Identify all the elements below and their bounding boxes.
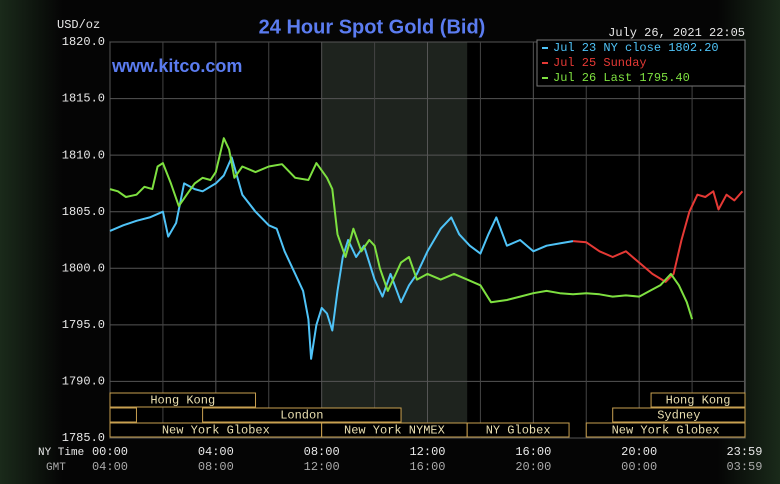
legend-label: Jul 26 Last 1795.40 <box>553 71 690 85</box>
y-tick-label: 1815.0 <box>62 92 105 106</box>
legend-label: Jul 23 NY close 1802.20 <box>553 41 719 55</box>
y-tick-label: 1810.0 <box>62 148 105 162</box>
session-box <box>650 392 746 408</box>
y-tick-label: 1800.0 <box>62 261 105 275</box>
session-label: New York Globex <box>612 424 720 438</box>
x2-tick-label: 03:59 <box>726 460 762 474</box>
x2-tick-label: 16:00 <box>409 460 445 474</box>
x-tick-label: 16:00 <box>515 445 551 459</box>
session-box <box>202 407 402 423</box>
y-tick-label: 1820.0 <box>62 35 105 49</box>
session-label: New York NYMEX <box>344 424 445 438</box>
x2-axis-label: GMT <box>46 462 66 474</box>
x-tick-label: 20:00 <box>621 445 657 459</box>
series-line <box>572 190 744 283</box>
session-label: New York Globex <box>162 424 270 438</box>
nymex-shade <box>321 42 468 438</box>
y-tick-label: 1790.0 <box>62 375 105 389</box>
y-tick-label: 1795.0 <box>62 318 105 332</box>
subtitle: www.kitco.com <box>111 56 242 76</box>
session-box <box>109 392 257 408</box>
chart-title: 24 Hour Spot Gold (Bid) <box>259 16 486 38</box>
legend-box <box>536 39 746 87</box>
series-line <box>109 137 694 320</box>
y-tick-label: 1785.0 <box>62 431 105 445</box>
session-label: NY Globex <box>486 424 551 438</box>
x2-tick-label: 04:00 <box>92 460 128 474</box>
timestamp: July 26, 2021 22:05 <box>608 26 745 40</box>
session-box-blank <box>109 407 137 423</box>
y-tick-label: 1805.0 <box>62 205 105 219</box>
x2-tick-label: 20:00 <box>515 460 551 474</box>
x-tick-label: 23:59 <box>726 445 762 459</box>
x2-tick-label: 08:00 <box>198 460 234 474</box>
x-tick-label: 12:00 <box>409 445 445 459</box>
legend-label: Jul 25 Sunday <box>553 56 647 70</box>
x-tick-label: 00:00 <box>92 445 128 459</box>
y-axis-label: USD/oz <box>57 18 100 32</box>
session-label: London <box>280 409 323 423</box>
session-label: Hong Kong <box>150 394 215 408</box>
session-label: Hong Kong <box>666 394 731 408</box>
x-axis-label: NY Time <box>38 447 84 459</box>
x2-tick-label: 12:00 <box>304 460 340 474</box>
session-box <box>585 422 746 438</box>
session-box <box>612 407 746 423</box>
x2-tick-label: 00:00 <box>621 460 657 474</box>
series-line <box>109 156 574 360</box>
x-tick-label: 08:00 <box>304 445 340 459</box>
session-label: Sydney <box>657 409 700 423</box>
session-box <box>466 422 570 438</box>
x-tick-label: 04:00 <box>198 445 234 459</box>
